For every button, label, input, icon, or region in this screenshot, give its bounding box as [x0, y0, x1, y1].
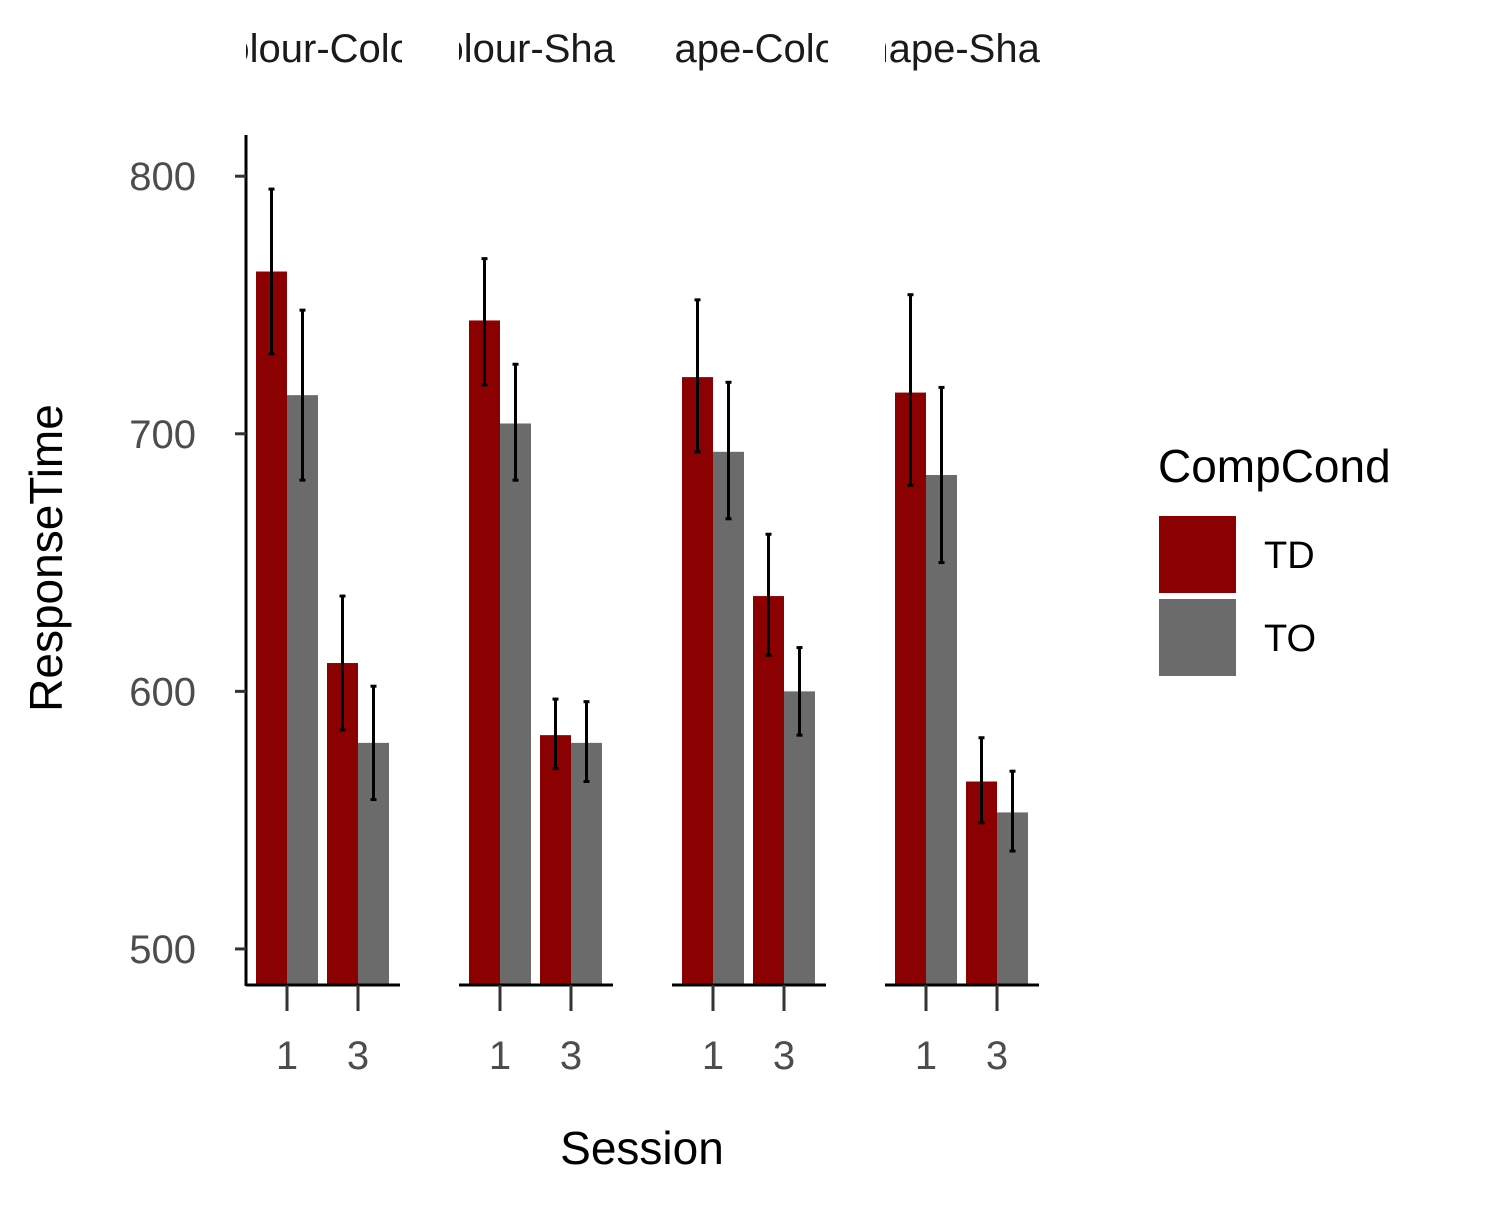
x-tick-label: 3 — [773, 1034, 795, 1078]
legend: CompCond TD TO — [1158, 440, 1391, 676]
legend-title: CompCond — [1158, 440, 1391, 492]
x-tick-label: 1 — [276, 1034, 298, 1078]
legend-key-td — [1159, 516, 1236, 593]
x-axis-title: Session — [560, 1122, 724, 1174]
bar-td — [753, 596, 784, 985]
ticks-layer: 500 600 700 800 1 3 1 3 1 3 1 3 — [129, 155, 1008, 1078]
y-axis-title: ResponseTime — [20, 404, 72, 712]
x-tick-label: 3 — [560, 1034, 582, 1078]
bars-layer — [256, 271, 1028, 986]
bar-to — [784, 691, 815, 985]
bar-td — [256, 271, 287, 985]
legend-label-to: TO — [1264, 618, 1316, 660]
bar-td — [895, 392, 926, 985]
facet-title: Shape-Colour — [626, 27, 873, 71]
bar-to — [713, 451, 744, 985]
bar-td — [540, 735, 571, 985]
x-tick-label: 1 — [489, 1034, 511, 1078]
bar-to — [571, 742, 602, 985]
axes-layer — [244, 135, 1039, 987]
facet-title: Colour-Shape — [413, 27, 660, 71]
facet-title: Colour-Colour — [199, 27, 448, 71]
x-tick-label: 3 — [347, 1034, 369, 1078]
bar-to — [287, 395, 318, 986]
legend-label-td: TD — [1264, 535, 1315, 577]
legend-key-to — [1159, 599, 1236, 676]
bar-td — [682, 377, 713, 985]
facet-titles: Colour-ColourColour-ShapeShape-ColourSha… — [199, 27, 1085, 71]
errorbars-layer — [268, 187, 1016, 853]
y-tick-label: 700 — [129, 413, 196, 457]
y-tick-label: 600 — [129, 670, 196, 714]
x-tick-label: 3 — [986, 1034, 1008, 1078]
y-tick-label: 800 — [129, 155, 196, 199]
x-tick-label: 1 — [702, 1034, 724, 1078]
bar-td — [469, 320, 500, 985]
x-tick-label: 1 — [915, 1034, 937, 1078]
y-tick-label: 500 — [129, 928, 196, 972]
facet-title: Shape-Shape — [840, 27, 1085, 71]
bar-to — [500, 423, 531, 985]
